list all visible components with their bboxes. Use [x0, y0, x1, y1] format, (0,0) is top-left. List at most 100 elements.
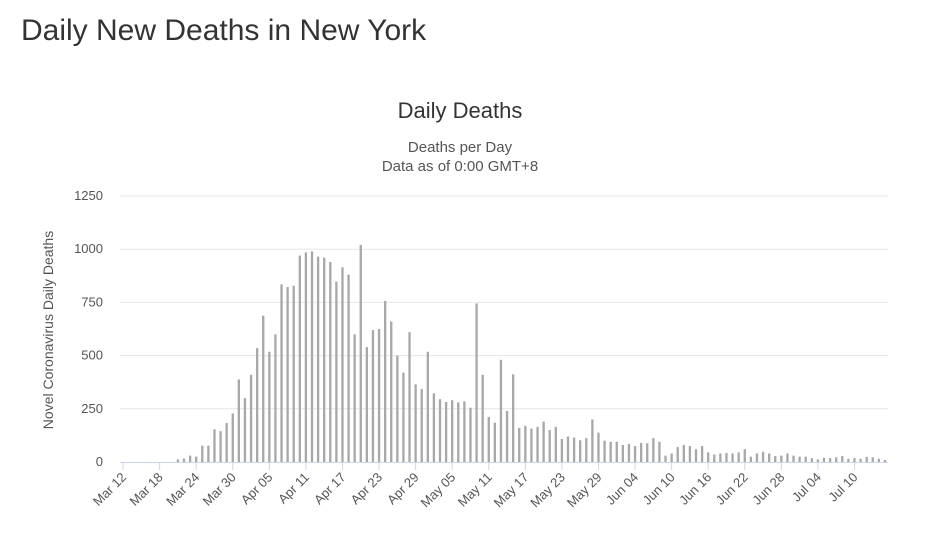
bar[interactable] [719, 453, 722, 462]
bar[interactable] [195, 456, 198, 462]
bar[interactable] [237, 379, 241, 462]
bar[interactable] [865, 456, 868, 462]
bar[interactable] [609, 441, 612, 462]
bar[interactable] [414, 384, 417, 462]
bar[interactable] [877, 458, 881, 462]
bar[interactable] [310, 251, 314, 462]
bar[interactable] [213, 429, 216, 462]
bar[interactable] [603, 440, 606, 462]
bar[interactable] [725, 453, 728, 462]
bar[interactable] [268, 351, 271, 462]
bar[interactable] [743, 449, 746, 462]
bar[interactable] [835, 457, 838, 462]
bar[interactable] [219, 431, 222, 462]
bar[interactable] [505, 410, 509, 462]
bar[interactable] [713, 454, 716, 462]
bar[interactable] [463, 401, 466, 462]
bar[interactable] [188, 455, 192, 462]
bar[interactable] [749, 456, 753, 462]
bar[interactable] [700, 446, 704, 462]
bar[interactable] [652, 438, 655, 462]
bar[interactable] [182, 458, 186, 462]
bar[interactable] [682, 444, 685, 462]
bar[interactable] [511, 374, 515, 462]
bar[interactable] [639, 442, 643, 462]
bar[interactable] [402, 372, 405, 462]
bar[interactable] [731, 453, 734, 462]
bar[interactable] [274, 334, 277, 462]
bar[interactable] [457, 402, 460, 462]
bar[interactable] [396, 355, 399, 462]
bar[interactable] [475, 303, 478, 462]
bar[interactable] [420, 389, 423, 462]
bar[interactable] [329, 261, 332, 462]
bar[interactable] [853, 458, 856, 462]
bar[interactable] [383, 300, 387, 462]
bar[interactable] [304, 252, 308, 462]
bar[interactable] [585, 438, 588, 462]
bar[interactable] [822, 457, 826, 462]
bar[interactable] [694, 449, 698, 462]
bar[interactable] [451, 400, 454, 462]
bar[interactable] [780, 455, 783, 462]
bar[interactable] [688, 446, 692, 462]
bar[interactable] [359, 244, 362, 462]
bar[interactable] [207, 445, 210, 462]
bar[interactable] [627, 443, 631, 462]
bar[interactable] [249, 374, 253, 462]
bar[interactable] [487, 416, 490, 462]
bar[interactable] [371, 330, 375, 462]
bar[interactable] [524, 425, 527, 462]
bar[interactable] [493, 422, 497, 462]
bar[interactable] [530, 428, 533, 462]
bar[interactable] [353, 334, 356, 462]
bar[interactable] [536, 426, 539, 462]
bar[interactable] [292, 285, 295, 462]
bar[interactable] [633, 446, 637, 462]
bar[interactable] [786, 453, 789, 462]
bar[interactable] [621, 444, 625, 462]
bar[interactable] [201, 445, 204, 462]
bar[interactable] [298, 255, 301, 462]
bar[interactable] [841, 456, 844, 462]
bar[interactable] [572, 437, 576, 462]
bar[interactable] [377, 329, 381, 462]
bar[interactable] [444, 401, 448, 462]
bar[interactable] [883, 459, 887, 462]
bar[interactable] [566, 436, 570, 462]
bar[interactable] [591, 419, 594, 462]
bar[interactable] [286, 287, 289, 462]
bar[interactable] [426, 351, 429, 462]
bar[interactable] [481, 374, 484, 462]
bar[interactable] [255, 348, 259, 462]
bar[interactable] [767, 453, 771, 462]
bar[interactable] [707, 452, 710, 462]
bar[interactable] [542, 421, 545, 462]
bar[interactable] [579, 440, 582, 462]
bar[interactable] [316, 256, 320, 462]
bar[interactable] [554, 426, 557, 462]
bar[interactable] [755, 453, 759, 462]
bar[interactable] [548, 430, 551, 462]
bar[interactable] [438, 399, 442, 462]
bar[interactable] [774, 456, 777, 462]
bar[interactable] [664, 455, 667, 462]
bar[interactable] [499, 359, 503, 462]
bar[interactable] [871, 457, 874, 462]
bar[interactable] [828, 458, 832, 462]
bar[interactable] [859, 458, 862, 462]
bar[interactable] [280, 284, 283, 462]
bar[interactable] [658, 441, 661, 462]
bar[interactable] [432, 393, 436, 462]
bar[interactable] [646, 443, 649, 462]
bar[interactable] [335, 281, 338, 462]
bar[interactable] [804, 456, 807, 462]
bar[interactable] [390, 321, 393, 462]
bar[interactable] [323, 257, 326, 462]
bar[interactable] [262, 315, 265, 462]
bar[interactable] [176, 459, 180, 462]
bar[interactable] [225, 423, 228, 462]
bar[interactable] [243, 398, 247, 462]
bar[interactable] [560, 439, 564, 462]
bar[interactable] [792, 455, 795, 462]
